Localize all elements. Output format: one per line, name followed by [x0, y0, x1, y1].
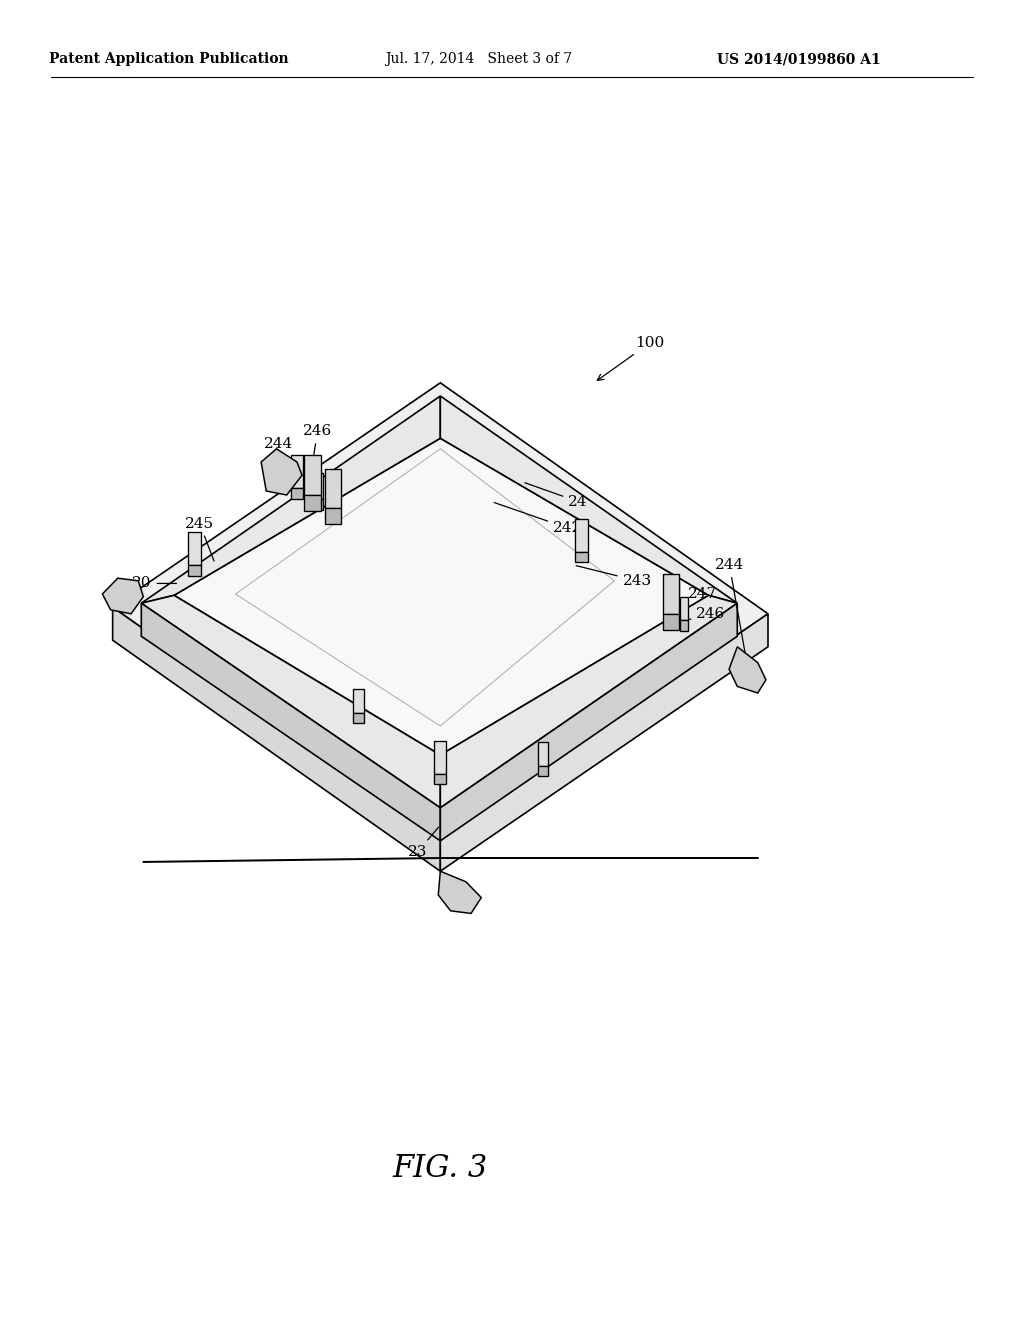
- Polygon shape: [575, 519, 588, 552]
- Polygon shape: [312, 473, 323, 499]
- Polygon shape: [440, 614, 768, 871]
- Text: 244: 244: [715, 558, 748, 664]
- Text: 24: 24: [525, 483, 588, 508]
- Text: 242: 242: [495, 503, 583, 535]
- Polygon shape: [729, 647, 766, 693]
- Polygon shape: [304, 495, 321, 511]
- Polygon shape: [438, 871, 481, 913]
- Text: 247: 247: [670, 587, 717, 609]
- Polygon shape: [188, 565, 201, 576]
- Polygon shape: [291, 455, 303, 488]
- Polygon shape: [102, 578, 143, 614]
- Polygon shape: [575, 552, 588, 562]
- Text: FIG. 3: FIG. 3: [392, 1152, 488, 1184]
- Text: 246: 246: [679, 607, 726, 622]
- Polygon shape: [669, 607, 679, 618]
- Text: 245: 245: [185, 516, 214, 561]
- Polygon shape: [440, 396, 737, 603]
- Polygon shape: [325, 508, 341, 524]
- Polygon shape: [353, 689, 364, 713]
- Polygon shape: [141, 396, 440, 603]
- Polygon shape: [174, 438, 709, 755]
- Text: 100: 100: [597, 337, 665, 380]
- Polygon shape: [113, 607, 440, 871]
- Polygon shape: [663, 574, 679, 614]
- Polygon shape: [663, 614, 679, 630]
- Polygon shape: [141, 603, 440, 841]
- Polygon shape: [669, 581, 679, 607]
- Text: Patent Application Publication: Patent Application Publication: [49, 53, 289, 66]
- Polygon shape: [188, 532, 201, 565]
- Polygon shape: [434, 774, 446, 784]
- Polygon shape: [440, 595, 737, 808]
- Polygon shape: [141, 595, 440, 808]
- Polygon shape: [261, 449, 302, 495]
- Text: 23: 23: [409, 828, 438, 859]
- Polygon shape: [680, 620, 688, 631]
- Polygon shape: [440, 603, 737, 841]
- Polygon shape: [312, 499, 323, 510]
- Polygon shape: [680, 597, 688, 620]
- Text: 246: 246: [303, 424, 332, 462]
- Polygon shape: [304, 455, 321, 495]
- Polygon shape: [325, 469, 341, 508]
- Text: 244: 244: [264, 437, 293, 473]
- Text: 243: 243: [577, 566, 651, 587]
- Polygon shape: [538, 766, 548, 776]
- Polygon shape: [434, 741, 446, 774]
- Polygon shape: [291, 488, 303, 499]
- Polygon shape: [538, 742, 548, 766]
- Text: Jul. 17, 2014   Sheet 3 of 7: Jul. 17, 2014 Sheet 3 of 7: [386, 53, 572, 66]
- Polygon shape: [113, 383, 768, 838]
- Polygon shape: [353, 713, 364, 723]
- Text: 20: 20: [132, 577, 176, 590]
- Text: US 2014/0199860 A1: US 2014/0199860 A1: [717, 53, 881, 66]
